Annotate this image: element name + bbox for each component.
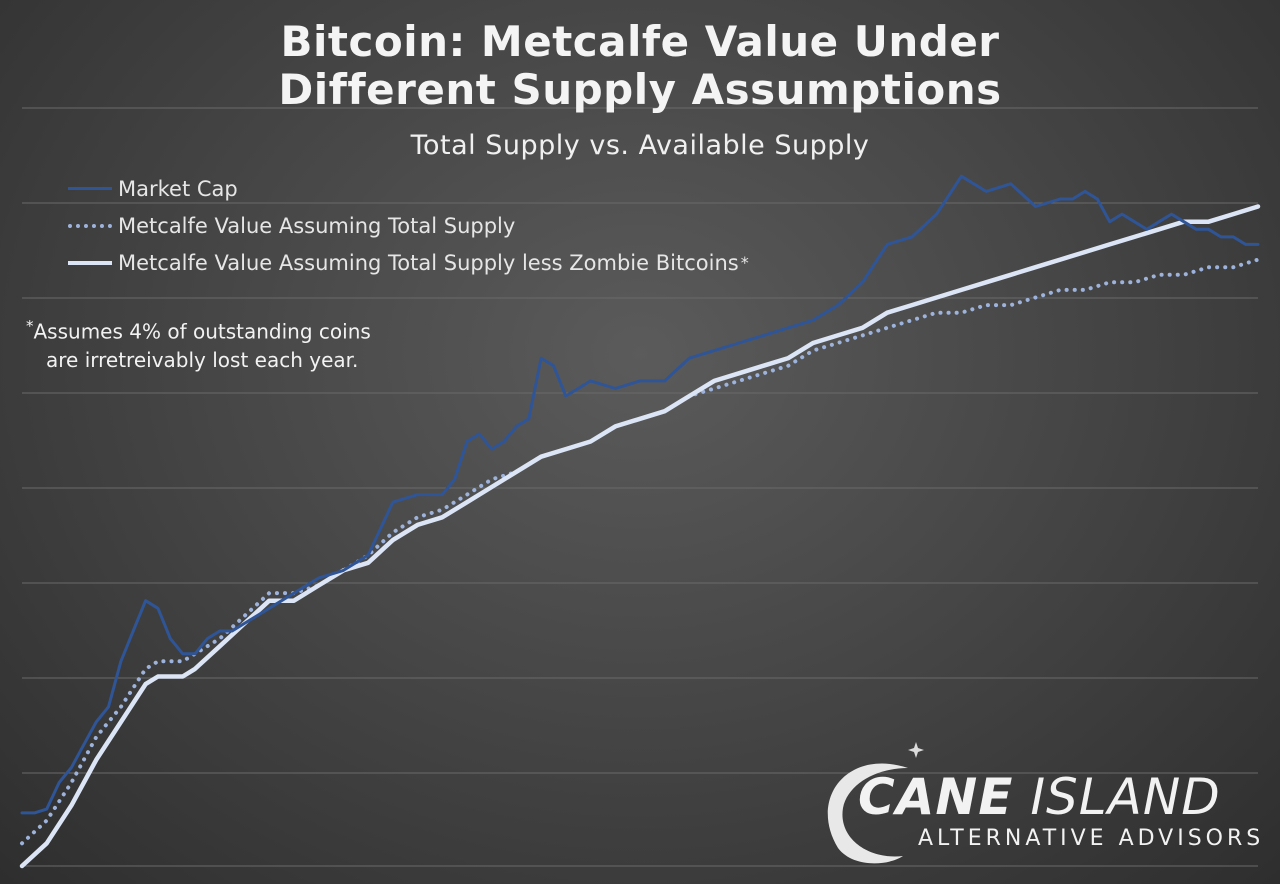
legend-item-market-cap: Market Cap xyxy=(68,170,749,207)
legend-item-zombie: Metcalfe Value Assuming Total Supply les… xyxy=(68,244,749,281)
legend-label-total-supply: Metcalfe Value Assuming Total Supply xyxy=(118,213,516,238)
series-layer xyxy=(19,174,1261,869)
footnote-line2: are irretreivably lost each year. xyxy=(46,347,359,372)
series-line-metcalfe-value-assuming-total-supply-less-zombie-bitcoins xyxy=(19,204,1261,869)
logo-swoosh-icon xyxy=(827,742,924,864)
logo-word-island: ISLAND xyxy=(1030,768,1221,826)
legend-item-total-supply: Metcalfe Value Assuming Total Supply xyxy=(68,207,749,244)
cane-island-logo: CANE ISLAND ALTERNATIVE ADVISORS xyxy=(808,738,1260,868)
footnote-asterisk: * xyxy=(26,317,34,335)
chart-subtitle: Total Supply vs. Available Supply xyxy=(410,130,870,161)
legend-swatch-market-cap xyxy=(68,187,112,190)
legend-label-market-cap: Market Cap xyxy=(118,176,238,201)
footnote-line1: *Assumes 4% of outstanding coins xyxy=(26,312,371,346)
logo-wordmark: CANE ISLAND xyxy=(858,768,1221,826)
footnote: *Assumes 4% of outstanding coins are irr… xyxy=(26,312,371,374)
series-line-market-cap xyxy=(20,174,1260,815)
gridlines xyxy=(22,107,1258,867)
footnote-line1-text: Assumes 4% of outstanding coins xyxy=(33,319,371,344)
series-line-metcalfe-value-assuming-total-supply xyxy=(20,257,1260,846)
logo-tagline: ALTERNATIVE ADVISORS xyxy=(918,826,1265,851)
chart-legend: Market Cap Metcalfe Value Assuming Total… xyxy=(68,170,749,281)
legend-asterisk: * xyxy=(740,253,749,272)
legend-label-zombie: Metcalfe Value Assuming Total Supply les… xyxy=(118,250,739,275)
chart-title-line1: Bitcoin: Metcalfe Value Under xyxy=(280,17,1000,66)
logo-star-icon xyxy=(908,742,924,758)
logo-word-cane: CANE xyxy=(858,768,1014,826)
legend-swatch-total-supply xyxy=(68,223,112,228)
chart-title-line2: Different Supply Assumptions xyxy=(278,65,1002,114)
legend-swatch-zombie xyxy=(68,260,112,265)
chart-title: Bitcoin: Metcalfe Value Under Different … xyxy=(0,18,1280,114)
